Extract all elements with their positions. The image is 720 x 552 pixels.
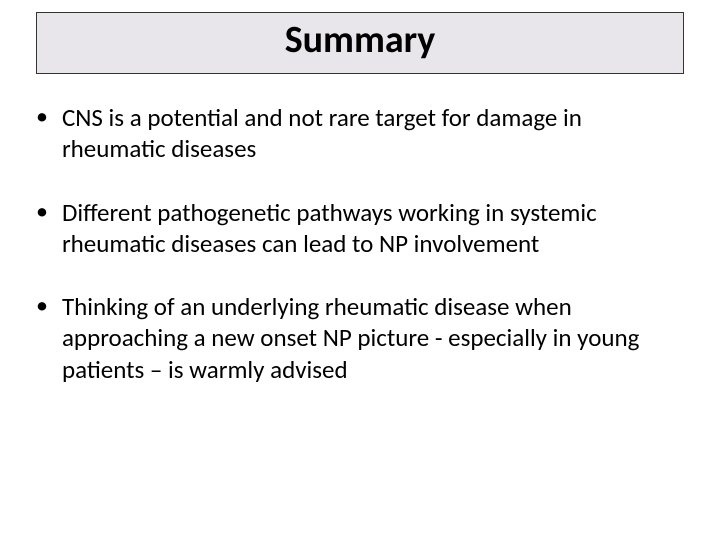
slide-container: Summary • CNS is a potential and not rar… [0,12,720,552]
list-item: • Thinking of an underlying rheumatic di… [36,291,684,385]
bullet-text: Different pathogenetic pathways working … [62,197,684,260]
slide-content: • CNS is a potential and not rare target… [0,74,720,385]
bullet-icon: • [36,197,48,260]
bullet-icon: • [36,291,48,385]
list-item: • CNS is a potential and not rare target… [36,102,684,165]
list-item: • Different pathogenetic pathways workin… [36,197,684,260]
bullet-icon: • [36,102,48,165]
slide-title: Summary [37,17,683,63]
bullet-text: Thinking of an underlying rheumatic dise… [62,291,684,385]
title-bar: Summary [36,12,684,74]
bullet-text: CNS is a potential and not rare target f… [62,102,684,165]
